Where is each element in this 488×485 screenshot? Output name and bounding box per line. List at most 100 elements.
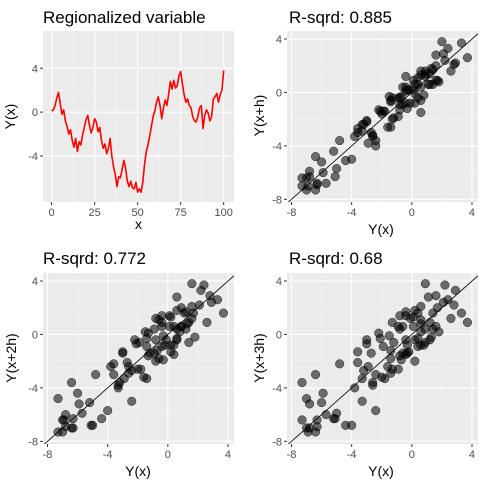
data-point	[311, 185, 321, 195]
panel-title: Regionalized variable	[43, 8, 206, 27]
data-point	[157, 311, 167, 321]
data-point	[386, 345, 396, 356]
data-point	[321, 178, 331, 188]
data-point	[368, 131, 378, 142]
y-tick-label: 0	[276, 87, 282, 99]
y-tick-label: -4	[28, 151, 38, 163]
data-point	[311, 369, 321, 380]
y-ticks: -8 -4 0 4	[28, 276, 43, 448]
data-point	[330, 414, 340, 424]
data-point	[297, 378, 307, 388]
x-axis-label: x	[135, 216, 142, 232]
data-point	[446, 313, 456, 323]
series-line	[51, 70, 225, 193]
x-tick-label: 4	[469, 207, 475, 219]
data-point	[151, 335, 161, 345]
data-point	[312, 415, 322, 425]
data-point	[416, 327, 426, 337]
y-ticks: -8 -4 0 4	[272, 34, 287, 206]
data-point	[416, 301, 426, 311]
data-point	[446, 66, 456, 76]
data-point	[432, 75, 442, 85]
data-point	[440, 55, 450, 65]
data-point	[318, 168, 328, 178]
plot-marks	[287, 275, 478, 444]
data-point	[353, 357, 363, 368]
x-tick-label: 0	[49, 207, 55, 219]
data-point	[420, 279, 430, 289]
x-axis-label: Y(x)	[368, 221, 394, 237]
data-point	[402, 85, 412, 95]
panel-title: R-sqrd: 0.772	[43, 249, 146, 268]
data-point	[199, 280, 209, 290]
data-point	[408, 321, 418, 331]
data-point	[332, 164, 342, 174]
y-tick-label: 4	[32, 276, 38, 288]
data-point	[118, 347, 128, 357]
data-point	[402, 340, 412, 350]
data-point	[184, 317, 194, 327]
y-tick-label: 0	[276, 329, 282, 341]
x-ticks: -8 -4 0 4	[287, 202, 475, 219]
x-tick-label: -8	[287, 449, 297, 461]
data-point	[321, 410, 331, 420]
data-point	[353, 347, 363, 357]
data-point	[350, 383, 360, 393]
data-point	[187, 279, 197, 289]
data-point	[341, 156, 351, 166]
data-point	[423, 292, 433, 302]
data-point	[53, 427, 63, 437]
data-point	[384, 91, 394, 102]
data-point	[73, 388, 83, 398]
data-point	[184, 337, 194, 348]
data-point	[386, 353, 396, 364]
data-point	[363, 361, 373, 372]
data-point	[194, 300, 204, 310]
y-tick-label: 4	[276, 34, 282, 46]
data-point	[432, 303, 442, 313]
data-point	[462, 53, 473, 63]
data-point	[362, 117, 372, 127]
data-point	[362, 335, 372, 345]
data-point	[218, 308, 229, 318]
data-point	[67, 378, 77, 388]
panel-regionalized-variable: Regionalized variable x Y(x) 0 25 50 75 100 …	[2, 8, 234, 232]
data-point	[113, 383, 123, 393]
gridlines	[43, 31, 234, 202]
y-axis-label: Y(x+2h)	[3, 333, 19, 382]
data-point	[462, 317, 473, 327]
data-point	[330, 172, 340, 182]
data-point	[456, 308, 467, 318]
y-tick-label: 0	[32, 107, 38, 119]
data-point	[450, 285, 460, 295]
data-point	[161, 335, 171, 345]
data-point	[357, 396, 367, 406]
data-point	[440, 280, 450, 290]
data-point	[371, 406, 381, 416]
data-point	[74, 399, 84, 409]
data-point	[140, 327, 150, 337]
x-tick-label: 0	[409, 207, 415, 219]
x-tick-label: -8	[43, 449, 53, 461]
data-point	[353, 127, 363, 138]
data-point	[202, 317, 212, 327]
data-point	[190, 332, 200, 342]
data-point	[169, 349, 179, 360]
data-point	[172, 333, 182, 344]
data-point	[410, 335, 420, 345]
data-point	[371, 369, 381, 380]
data-point	[77, 408, 87, 418]
data-point	[91, 369, 101, 380]
data-point	[425, 317, 435, 327]
panel-title: R-sqrd: 0.68	[289, 249, 383, 268]
data-point	[335, 359, 345, 369]
x-tick-label: -8	[287, 207, 297, 219]
data-point	[410, 89, 420, 99]
data-point	[384, 331, 394, 341]
x-tick-label: 50	[132, 207, 144, 219]
data-point	[416, 107, 426, 118]
data-point	[53, 394, 63, 404]
panel-title: R-sqrd: 0.885	[289, 8, 392, 27]
data-point	[157, 321, 167, 331]
